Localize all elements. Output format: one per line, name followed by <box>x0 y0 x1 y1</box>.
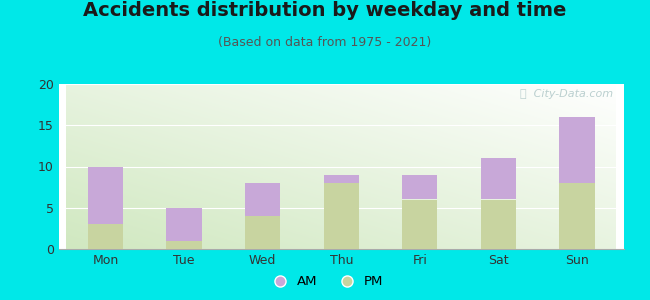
Legend: AM, PM: AM, PM <box>261 270 389 293</box>
Bar <box>480 200 516 249</box>
Bar <box>166 208 202 241</box>
Bar <box>166 241 202 249</box>
Bar <box>324 175 359 183</box>
Bar <box>559 117 595 183</box>
Bar <box>402 175 437 200</box>
Text: Accidents distribution by weekday and time: Accidents distribution by weekday and ti… <box>83 2 567 20</box>
Bar <box>88 167 124 224</box>
Bar <box>402 200 437 249</box>
Bar <box>88 224 124 249</box>
Text: ⓘ  City-Data.com: ⓘ City-Data.com <box>519 89 613 99</box>
Bar <box>480 158 516 200</box>
Text: (Based on data from 1975 - 2021): (Based on data from 1975 - 2021) <box>218 36 432 49</box>
Bar <box>324 183 359 249</box>
Bar <box>559 183 595 249</box>
Bar <box>245 216 280 249</box>
Bar <box>245 183 280 216</box>
